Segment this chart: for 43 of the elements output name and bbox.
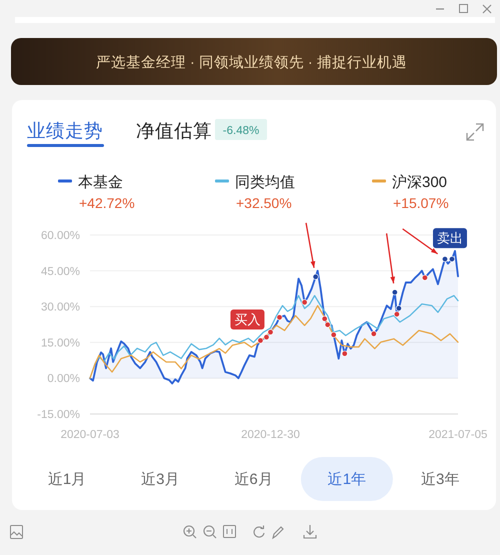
y-tick-label: 60.00% bbox=[40, 230, 80, 242]
point bbox=[422, 274, 428, 281]
point bbox=[448, 256, 455, 262]
text: 严选基金经理 · 同领域业绩领先 · 捕捉行业机遇 bbox=[96, 54, 407, 71]
text: +42.72% bbox=[79, 195, 135, 211]
text: +15.07% bbox=[393, 195, 449, 211]
chart-title: 业绩走势 bbox=[27, 120, 103, 141]
text: 近6月 bbox=[234, 471, 273, 488]
point bbox=[263, 334, 270, 340]
y-tick-label: 15.00% bbox=[40, 337, 80, 350]
y-tick-label: 45.00% bbox=[40, 266, 80, 278]
legend-label: 沪深300 bbox=[392, 174, 448, 191]
y-tick-label: 0.00% bbox=[47, 373, 80, 386]
point bbox=[442, 256, 448, 262]
text: 近1月 bbox=[48, 471, 86, 488]
annotation: 买入 bbox=[234, 312, 260, 327]
text: -6.48% bbox=[222, 125, 260, 137]
point bbox=[322, 316, 328, 322]
point bbox=[330, 332, 337, 338]
text: 近3月 bbox=[141, 471, 180, 488]
y-tick-label: 30.00% bbox=[40, 302, 80, 314]
point bbox=[312, 274, 319, 280]
x-tick-label: 2020-12-30 bbox=[241, 429, 300, 441]
legend-label: 同类均值 bbox=[235, 174, 295, 191]
point bbox=[394, 311, 400, 318]
point bbox=[370, 330, 377, 337]
point bbox=[396, 305, 402, 312]
x-tick-label: 2021-07-05 bbox=[428, 429, 488, 441]
text: +32.50% bbox=[236, 195, 292, 211]
y-tick-label: -15.00% bbox=[37, 409, 80, 421]
x-tick-label: 2020-07-03 bbox=[60, 429, 120, 441]
text: 近1年 bbox=[328, 471, 366, 488]
text: 净值估算 bbox=[136, 120, 212, 141]
point bbox=[342, 350, 348, 357]
point bbox=[392, 289, 398, 296]
point bbox=[257, 337, 264, 344]
point bbox=[276, 314, 283, 320]
text: 近3年 bbox=[421, 471, 460, 488]
point bbox=[324, 322, 331, 328]
annotation: 卖出 bbox=[436, 230, 463, 246]
legend-label: 本基金 bbox=[78, 174, 123, 191]
point bbox=[267, 329, 274, 336]
point bbox=[302, 299, 308, 306]
